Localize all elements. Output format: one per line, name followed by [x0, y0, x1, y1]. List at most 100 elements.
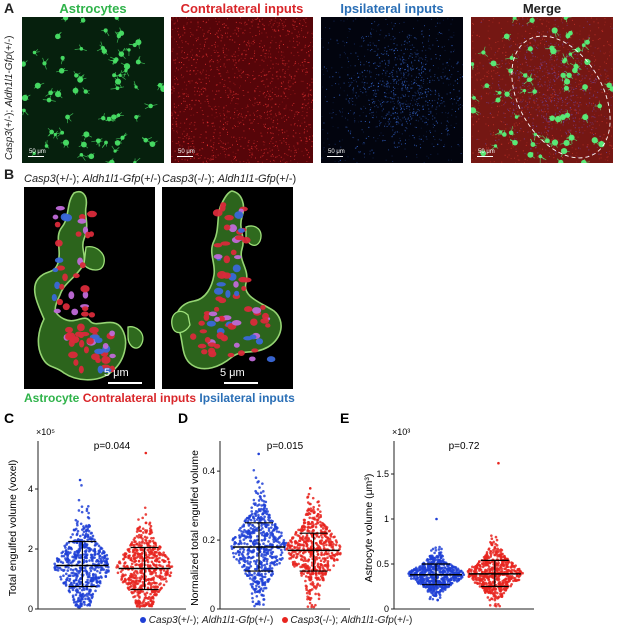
- data-point: [265, 548, 268, 551]
- data-point: [258, 603, 261, 606]
- data-point: [319, 542, 322, 545]
- data-point: [262, 598, 265, 601]
- data-point: [267, 540, 270, 543]
- data-point: [242, 523, 246, 526]
- data-point: [321, 527, 325, 530]
- data-point: [309, 573, 313, 576]
- data-point: [86, 538, 89, 542]
- data-point: [317, 500, 320, 503]
- data-point: [306, 528, 310, 532]
- title-contralateral: Contralateral inputs: [180, 1, 304, 16]
- data-point: [312, 505, 315, 509]
- data-point: [74, 604, 78, 607]
- data-point: [270, 552, 274, 556]
- data-point: [264, 510, 268, 513]
- data-point: [234, 552, 238, 555]
- data-point: [152, 590, 156, 593]
- data-point: [158, 563, 161, 567]
- data-point: [421, 564, 425, 568]
- data-point: [116, 571, 120, 575]
- data-point: [272, 535, 276, 539]
- data-point: [136, 549, 139, 552]
- data-point: [319, 574, 323, 578]
- data-point: [273, 563, 276, 567]
- data-point: [249, 526, 253, 530]
- data-point: [473, 567, 477, 571]
- data-point: [53, 562, 56, 566]
- data-point: [168, 574, 172, 578]
- data-point: [133, 540, 136, 544]
- data-point: [158, 576, 162, 579]
- data-point: [328, 537, 332, 541]
- data-point: [143, 506, 147, 510]
- data-point: [247, 529, 250, 533]
- data-point: [505, 574, 509, 577]
- data-point: [91, 557, 94, 561]
- data-point: [312, 510, 316, 514]
- data-point: [76, 529, 80, 533]
- data-point: [123, 565, 127, 569]
- data-point: [65, 553, 69, 556]
- data-point: [294, 531, 298, 535]
- data-point: [500, 588, 504, 591]
- data-point: [85, 571, 89, 575]
- data-point: [247, 524, 251, 527]
- data-point: [69, 568, 73, 571]
- data-point: [77, 553, 80, 557]
- data-point: [325, 527, 328, 531]
- data-point: [326, 568, 330, 572]
- data-point: [86, 583, 89, 587]
- data-point: [154, 585, 157, 588]
- data-point: [494, 542, 497, 546]
- data-point: [79, 577, 82, 580]
- data-point: [76, 599, 80, 603]
- data-point: [304, 584, 308, 588]
- data-point: [483, 574, 486, 577]
- data-point: [135, 605, 139, 608]
- data-point: [250, 510, 253, 513]
- data-point: [321, 566, 325, 569]
- data-point: [269, 531, 272, 535]
- data-point: [279, 553, 283, 557]
- data-point: [94, 552, 97, 556]
- data-point: [317, 565, 320, 569]
- data-point: [264, 557, 267, 561]
- data-point: [454, 578, 458, 582]
- data-point-max: [308, 487, 312, 490]
- render-het: 5 μm: [24, 187, 155, 389]
- data-point: [497, 577, 501, 581]
- data-point: [504, 577, 508, 581]
- data-point: [332, 543, 335, 546]
- data-point: [296, 543, 300, 547]
- data-point: [137, 559, 141, 563]
- data-point: [147, 597, 150, 600]
- y-tick-label: 0.4: [202, 466, 215, 476]
- data-point: [246, 549, 250, 552]
- data-point: [80, 528, 84, 531]
- data-point: [59, 577, 63, 581]
- scale-bar-label: 50 μm: [178, 149, 195, 155]
- error-bar: [410, 563, 462, 586]
- data-point: [151, 577, 155, 580]
- data-point: [288, 546, 292, 550]
- data-point: [139, 535, 142, 539]
- data-point: [287, 541, 290, 545]
- data-point: [306, 559, 310, 563]
- data-point: [282, 541, 286, 545]
- data-point: [431, 567, 435, 571]
- data-point: [291, 536, 294, 540]
- data-point: [145, 591, 149, 595]
- data-point: [148, 565, 152, 569]
- data-point: [325, 543, 328, 547]
- data-point: [87, 511, 90, 515]
- data-point: [279, 544, 282, 547]
- data-point: [247, 574, 251, 577]
- data-point: [85, 559, 88, 563]
- data-point: [146, 558, 149, 562]
- data-point: [440, 547, 443, 551]
- data-point: [312, 605, 316, 609]
- data-point: [429, 595, 432, 599]
- data-point: [438, 580, 441, 583]
- data-point: [441, 589, 445, 593]
- caption-ipsilateral: Ipsilateral inputs: [199, 391, 295, 405]
